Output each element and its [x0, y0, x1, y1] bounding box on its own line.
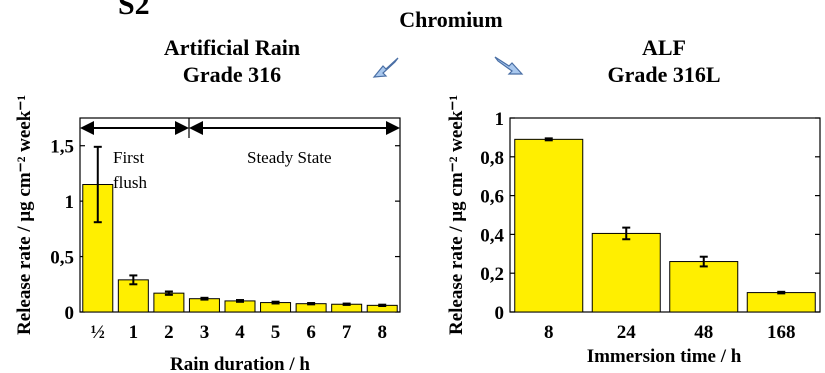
- left-error-bar: [129, 274, 138, 286]
- left-x-tick-label: 3: [200, 322, 210, 343]
- right-error-bar: [544, 137, 553, 142]
- left-error-bar: [236, 299, 244, 303]
- right-y-tick-label: 0: [495, 303, 505, 324]
- left-chart-title-line2: Grade 316: [183, 62, 281, 87]
- left-x-tick-label: 4: [235, 322, 245, 343]
- right-y-tick-label: 1: [495, 109, 505, 130]
- left-error-bar: [307, 302, 316, 306]
- right-error-bar: [699, 255, 708, 268]
- right-error-bar: [622, 226, 631, 241]
- right-bar: [591, 232, 661, 313]
- right-plot-frame: [509, 117, 821, 313]
- corner-mark: S2: [118, 0, 150, 21]
- left-y-tick-label: 1,5: [50, 137, 74, 158]
- left-x-axis-label: Rain duration / h: [170, 354, 310, 373]
- left-y-axis-label: Release rate / μg cm⁻² week⁻¹: [14, 95, 35, 335]
- right-bar: [746, 292, 816, 313]
- figure-title: Chromium: [399, 7, 503, 32]
- left-error-bar: [378, 303, 387, 308]
- right-y-tick-label: 0,4: [480, 225, 504, 246]
- left-error-bar: [271, 300, 280, 305]
- left-x-tick-label: 2: [164, 322, 174, 343]
- right-y-tick-label: 0,6: [480, 187, 504, 208]
- right-y-axis-label: Release rate / μg cm⁻² week⁻¹: [446, 95, 467, 335]
- right-error-bar: [777, 290, 786, 295]
- right-arrow-icon: [494, 56, 524, 75]
- right-chart-title-line2: Grade 316L: [607, 62, 720, 87]
- left-bar: [188, 298, 220, 313]
- left-arrow-icon: [372, 57, 399, 78]
- right-x-tick-label: 168: [767, 322, 796, 343]
- left-chart: 0 0,5 1 1,5 ½ 1 2 3 4 5 6 7 8 First flush Steady Sta…: [14, 95, 401, 373]
- left-x-tick-label: 8: [377, 322, 387, 343]
- left-bar: [153, 292, 185, 313]
- left-y-tick-label: 0,5: [50, 248, 74, 269]
- right-x-axis-label: Immersion time / h: [587, 346, 742, 367]
- left-error-bar: [342, 302, 351, 306]
- left-x-tick-label: 6: [306, 322, 316, 343]
- left-error-bar: [200, 296, 209, 301]
- left-error-bar: [164, 290, 173, 296]
- right-y-tick-label: 0,2: [480, 264, 504, 285]
- right-bar: [514, 138, 584, 313]
- right-chart-title-line1: ALF: [642, 35, 686, 60]
- left-x-tick-label: 7: [342, 322, 352, 343]
- right-x-tick-label: 48: [694, 322, 713, 343]
- left-x-tick-label: 5: [271, 322, 281, 343]
- left-x-tick-label: 1: [129, 322, 139, 343]
- right-x-tick-label: 8: [544, 322, 554, 343]
- left-x-tick-label: ½: [91, 322, 105, 343]
- left-y-tick-label: 1: [65, 192, 75, 213]
- right-x-tick-label: 24: [617, 322, 637, 343]
- left-chart-title-line1: Artificial Rain: [164, 35, 300, 60]
- steady-state-range-arrow: [189, 121, 400, 135]
- first-flush-range-arrow: [80, 121, 189, 135]
- first-flush-label-line1: First: [113, 148, 144, 167]
- right-chart: 0 0,2 0,4 0,6 0,8 1 8 24 48 168 Immersion time / …: [446, 95, 821, 367]
- first-flush-label-line2: flush: [113, 173, 148, 192]
- steady-state-label: Steady State: [247, 148, 332, 167]
- right-y-tick-label: 0,8: [480, 148, 504, 169]
- right-bar: [669, 261, 739, 313]
- left-error-bar: [93, 145, 102, 224]
- left-y-tick-label: 0: [65, 303, 75, 324]
